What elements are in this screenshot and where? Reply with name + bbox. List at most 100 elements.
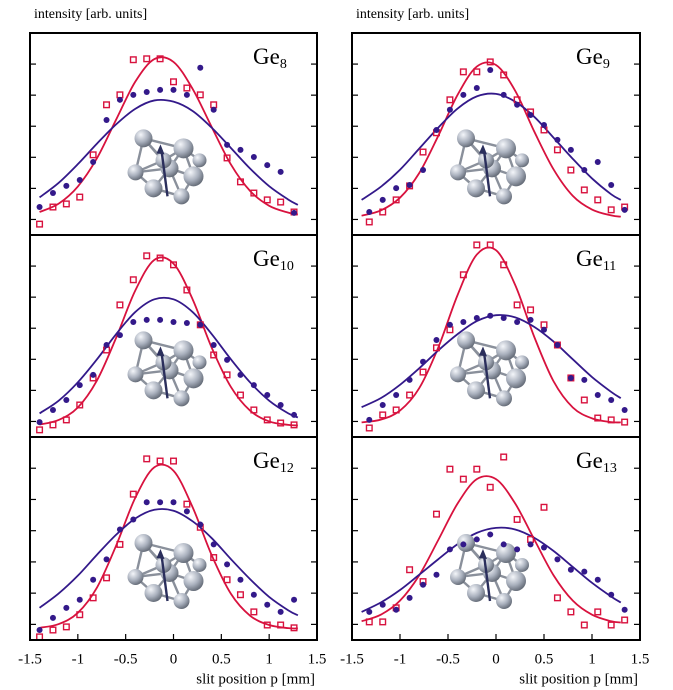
data-point bbox=[420, 582, 426, 588]
data-point bbox=[184, 92, 190, 98]
x-tick-label: 0.5 bbox=[535, 651, 554, 667]
data-point bbox=[117, 92, 123, 98]
cluster-atom bbox=[145, 179, 163, 197]
data-point bbox=[528, 112, 534, 118]
data-point bbox=[608, 592, 614, 598]
x-tick-label: 1.5 bbox=[631, 651, 650, 667]
data-point bbox=[447, 466, 453, 472]
x-tick-label: 1 bbox=[588, 651, 596, 667]
data-point bbox=[50, 407, 56, 413]
data-point bbox=[211, 342, 217, 348]
data-point bbox=[407, 392, 413, 398]
data-point bbox=[90, 577, 96, 583]
data-point bbox=[447, 107, 453, 113]
fit-curve bbox=[362, 94, 621, 200]
data-point bbox=[64, 201, 70, 207]
cluster-atom bbox=[457, 129, 475, 147]
cluster-atom bbox=[457, 534, 475, 552]
data-point bbox=[433, 337, 439, 343]
data-point bbox=[622, 419, 628, 425]
data-point bbox=[144, 317, 150, 323]
data-point bbox=[514, 102, 520, 108]
data-point bbox=[291, 597, 297, 603]
data-point bbox=[50, 615, 56, 621]
cluster-atom bbox=[174, 390, 190, 406]
data-point bbox=[77, 177, 83, 183]
data-point bbox=[541, 504, 547, 510]
data-point bbox=[420, 369, 426, 375]
data-point bbox=[554, 137, 560, 143]
data-point bbox=[541, 322, 547, 328]
fit-curve bbox=[362, 247, 621, 422]
x-tick-label: 0 bbox=[492, 651, 500, 667]
data-point bbox=[130, 319, 136, 325]
data-point bbox=[554, 342, 560, 348]
data-point bbox=[366, 209, 372, 215]
data-point bbox=[474, 242, 480, 248]
fit-curve bbox=[40, 465, 298, 629]
data-point bbox=[251, 382, 257, 388]
data-point bbox=[291, 412, 297, 418]
data-point bbox=[393, 607, 399, 613]
data-point bbox=[37, 221, 43, 227]
data-point bbox=[514, 319, 520, 325]
data-point bbox=[251, 609, 257, 615]
data-point bbox=[622, 407, 628, 413]
data-point bbox=[595, 392, 601, 398]
cluster-atom bbox=[496, 188, 512, 204]
data-point bbox=[157, 87, 163, 93]
cluster-atom bbox=[128, 366, 144, 382]
data-point bbox=[291, 210, 297, 216]
data-point bbox=[474, 466, 480, 472]
data-point bbox=[581, 569, 587, 575]
x-tick-label: 1 bbox=[265, 651, 273, 667]
data-point bbox=[461, 69, 467, 75]
cluster-atom bbox=[145, 584, 163, 602]
data-point bbox=[447, 97, 453, 103]
data-point bbox=[380, 412, 386, 418]
data-point bbox=[131, 57, 137, 63]
fit-curve bbox=[40, 257, 298, 425]
cluster-atom bbox=[128, 569, 144, 585]
data-point bbox=[487, 313, 493, 319]
x-tick-label: -0.5 bbox=[436, 651, 460, 667]
panel-title: Ge8 bbox=[253, 44, 287, 72]
y-axis-label: intensity [arb. units] bbox=[356, 7, 469, 22]
data-point bbox=[528, 307, 534, 313]
data-point bbox=[487, 67, 493, 73]
data-point bbox=[622, 207, 628, 213]
data-point bbox=[501, 541, 507, 547]
data-point bbox=[211, 102, 217, 108]
data-point bbox=[130, 92, 136, 98]
title-main: Ge bbox=[253, 44, 280, 69]
data-point bbox=[555, 147, 561, 153]
panel-title: Ge13 bbox=[576, 448, 617, 476]
data-point bbox=[528, 541, 534, 547]
data-point bbox=[90, 152, 96, 158]
data-point bbox=[514, 546, 520, 552]
cluster-atom bbox=[496, 593, 512, 609]
cluster-illustration bbox=[128, 331, 207, 406]
data-point bbox=[393, 185, 399, 191]
data-point bbox=[433, 127, 439, 133]
data-point bbox=[104, 342, 110, 348]
data-point bbox=[366, 417, 372, 423]
data-point bbox=[278, 402, 284, 408]
data-point bbox=[104, 575, 110, 581]
data-point bbox=[514, 517, 520, 523]
data-point bbox=[224, 561, 230, 567]
cluster-atom bbox=[515, 153, 529, 167]
data-point bbox=[37, 627, 43, 633]
data-point bbox=[144, 56, 150, 62]
x-tick-label: -1 bbox=[72, 651, 85, 667]
data-point bbox=[171, 319, 177, 325]
data-point bbox=[184, 320, 190, 326]
data-point bbox=[460, 92, 466, 98]
data-point bbox=[420, 359, 426, 365]
dipole-arrowhead bbox=[157, 346, 165, 356]
data-point bbox=[197, 65, 203, 71]
data-point bbox=[37, 634, 43, 640]
data-point bbox=[184, 501, 190, 507]
dipole-arrowhead bbox=[479, 549, 487, 559]
data-point bbox=[144, 456, 150, 462]
